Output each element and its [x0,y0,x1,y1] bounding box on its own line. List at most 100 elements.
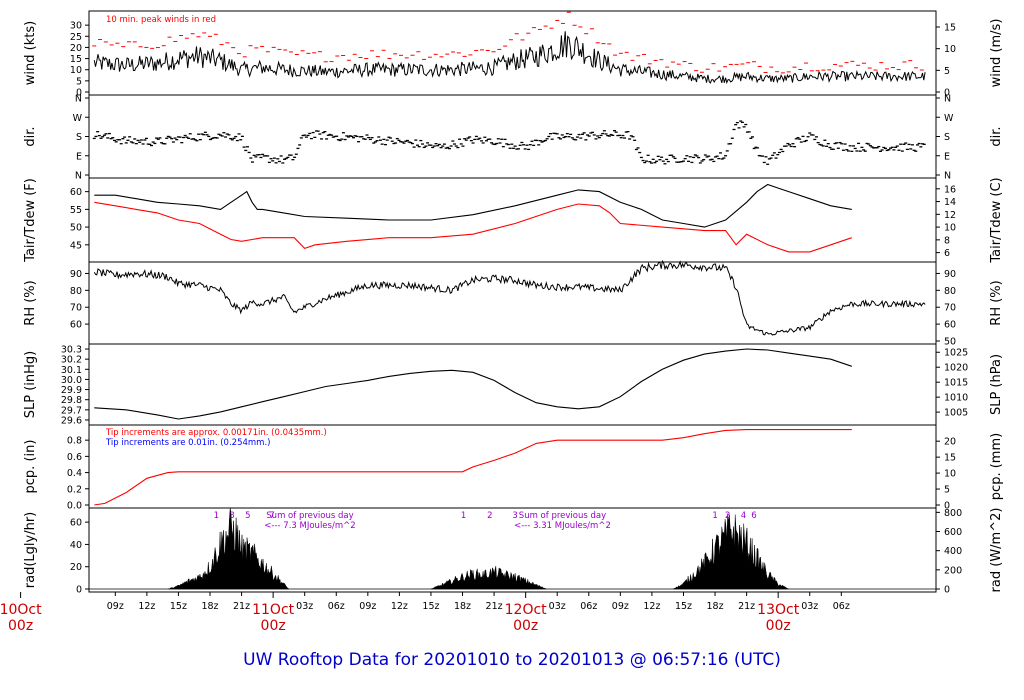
left-tick-label: 40 [70,540,82,551]
left-tick-label: 20 [70,43,82,54]
x-tick-label: 21z [486,601,503,612]
right-tick-label: 0 [944,585,950,596]
x-tick-label: 09z [359,601,376,612]
x-tick-label: 15z [675,601,692,612]
right-tick-label: 15 [944,453,956,464]
day-label: 12Oct [505,602,548,618]
left-tick-label: 29.8 [61,395,82,406]
radiation-hour-marker: 7 [269,511,274,521]
right-tick-label: 10 [944,469,956,480]
right-tick-label: 15 [944,23,956,34]
left-axis-label: Tair/Tdew (F) [23,178,38,263]
right-tick-label: 10 [944,44,956,55]
x-tick-label: 06z [833,601,850,612]
left-tick-label: 29.6 [61,415,82,426]
day-time-label: 00z [261,618,286,634]
left-tick-label: 0.8 [67,436,82,447]
series-line-tair [94,183,852,228]
left-tick-label: S [76,132,82,143]
right-tick-label: 1010 [944,393,968,404]
radiation-sum-note: Sum of previous day [266,511,353,521]
x-tick-label: 03z [801,601,818,612]
left-tick-label: 0.2 [67,484,82,495]
radiation-sum-note: Sum of previous day [519,511,606,521]
x-tick-label: 12z [138,601,155,612]
left-tick-label: 0 [76,88,82,99]
right-tick-label: 1020 [944,363,968,374]
x-tick-label: 18z [707,601,724,612]
right-tick-label: 20 [944,437,956,448]
left-tick-label: 5 [76,76,82,87]
right-tick-label: 800 [944,508,962,519]
left-tick-label: 30 [70,21,82,32]
left-tick-label: 60 [70,320,82,331]
left-tick-label: N [75,171,82,182]
right-tick-label: 50 [944,337,956,348]
left-axis-label: SLP (inHg) [23,351,38,419]
x-tick-label: 06z [328,601,345,612]
radiation-hour-marker: 5 [245,511,250,521]
right-tick-label: 1015 [944,378,968,389]
panel-frame [88,261,937,345]
radiation-area [167,507,290,590]
right-tick-label: 12 [944,210,956,221]
left-tick-label: 60 [70,187,82,198]
series-line-rh [93,259,926,336]
peak-wind-note: 10 min. peak winds in red [106,15,216,25]
left-tick-label: 10 [70,65,82,76]
x-tick-label: 09z [107,601,124,612]
radiation-sum-note: <--- 7.3 MJoules/m^2 [264,521,355,531]
x-tick-label: 12z [391,601,408,612]
radiation-hour-marker: 4 [741,511,746,521]
left-axis-label: dir. [23,126,38,146]
right-tick-label: 6 [944,248,950,259]
left-tick-label: 0.4 [67,468,82,479]
left-axis-label: RH (%) [23,280,38,325]
radiation-hour-marker: 1 [712,511,717,521]
left-tick-label: W [73,113,83,124]
radiation-area [672,513,790,590]
right-tick-label: 1005 [944,408,968,419]
x-tick-label: 03z [549,601,566,612]
x-tick-label: 18z [454,601,471,612]
x-tick-label: 21z [738,601,755,612]
x-tick-label: 09z [612,601,629,612]
right-axis-label: Tair/Tdew (C) [989,177,1004,263]
left-tick-label: 29.9 [61,385,82,396]
right-tick-label: 8 [944,235,950,246]
panel-frame [88,177,937,263]
right-tick-label: 90 [944,269,956,280]
right-tick-label: 16 [944,184,956,195]
left-tick-label: 25 [70,32,82,43]
left-tick-label: E [76,151,82,162]
x-tick-label: 03z [296,601,313,612]
x-tick-label: 12z [643,601,660,612]
radiation-hour-marker: 3 [229,511,234,521]
radiation-hour-marker: 2 [487,511,492,521]
day-time-label: 00z [8,618,33,634]
panel-frame [88,507,937,593]
left-tick-label: 30.3 [61,345,82,356]
left-tick-label: 30.2 [61,355,82,366]
left-tick-label: 20 [70,562,82,573]
left-tick-label: 80 [70,286,82,297]
right-axis-label: pcp. (mm) [989,433,1004,500]
left-tick-label: 30.0 [61,375,82,386]
right-tick-label: 5 [944,485,950,496]
x-tick-label: 15z [170,601,187,612]
series-line-tdew [94,201,852,253]
right-tick-label: W [944,113,954,124]
day-time-label: 00z [766,618,791,634]
series-line-precip [94,429,852,506]
radiation-hour-marker: 3 [512,511,517,521]
left-tick-label: 0.6 [67,452,82,463]
right-tick-label: N [944,94,951,105]
left-axis-label: rad(Lgly/hr) [23,512,38,588]
right-tick-label: N [944,171,951,182]
radiation-hour-marker: 2 [725,511,730,521]
right-tick-label: 80 [944,286,956,297]
right-tick-label: 200 [944,565,962,576]
right-tick-label: 1025 [944,348,968,359]
left-tick-label: 45 [70,240,82,251]
left-tick-label: N [75,94,82,105]
